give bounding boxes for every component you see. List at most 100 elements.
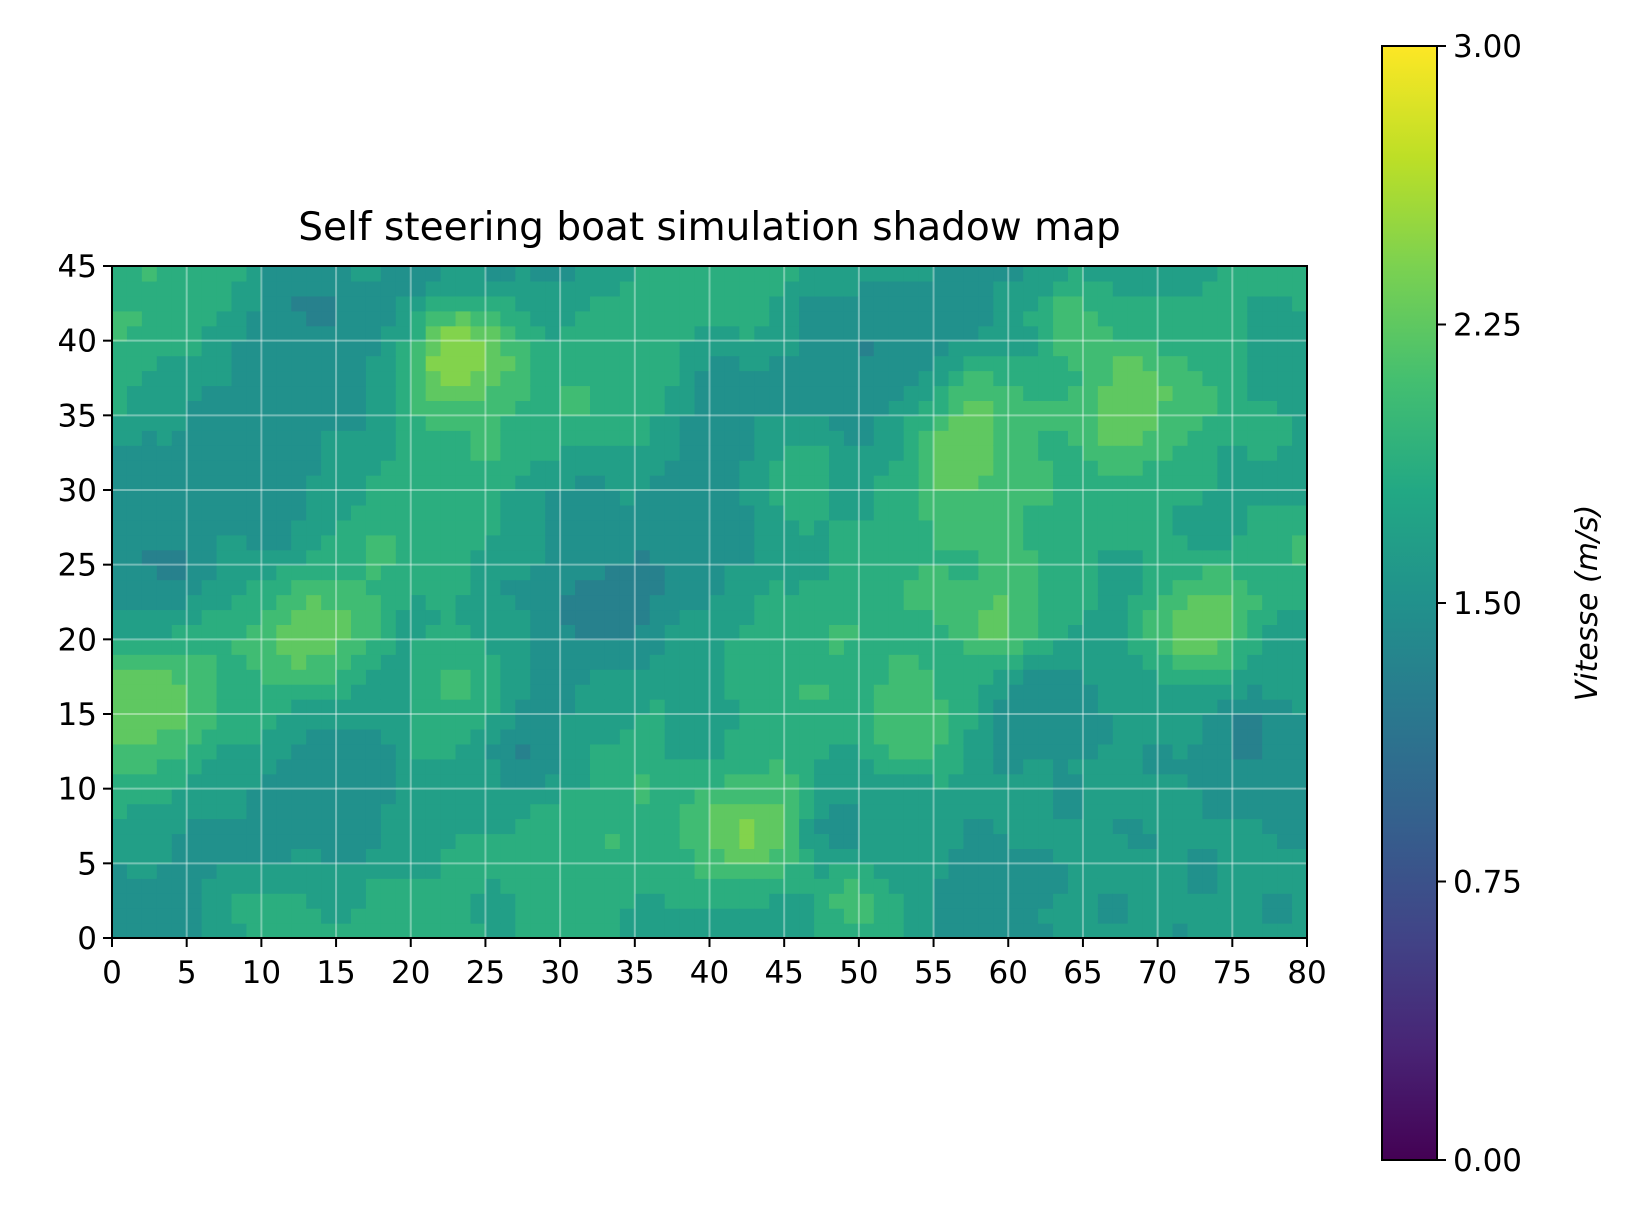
heatmap-cell <box>1082 445 1099 461</box>
heatmap-cell <box>903 878 920 894</box>
heatmap-cell <box>634 773 651 790</box>
heatmap-cell <box>754 534 770 551</box>
heatmap-cell <box>1172 400 1189 416</box>
heatmap-cell <box>843 475 860 491</box>
heatmap-cell <box>1097 325 1114 342</box>
heatmap-cell <box>1217 863 1233 879</box>
heatmap-cell <box>918 684 935 700</box>
heatmap-cell <box>754 504 770 521</box>
heatmap-cell <box>888 878 905 894</box>
heatmap-cell <box>455 504 472 521</box>
heatmap-cell <box>1082 773 1099 790</box>
heatmap-cell <box>679 549 696 566</box>
heatmap-cell <box>500 833 516 849</box>
heatmap-cell <box>276 310 292 327</box>
heatmap-cell <box>1157 639 1174 655</box>
heatmap-cell <box>1023 878 1039 894</box>
heatmap-cell <box>1068 758 1084 775</box>
heatmap-cell <box>619 400 636 416</box>
heatmap-cell <box>649 579 666 596</box>
heatmap-cell <box>709 714 726 730</box>
heatmap-cell <box>948 818 965 835</box>
heatmap-cell <box>724 743 740 760</box>
heatmap-cell <box>694 355 711 372</box>
heatmap-cell <box>1097 818 1114 835</box>
heatmap-cell <box>963 534 979 551</box>
heatmap-cell <box>1262 549 1278 566</box>
heatmap-cell <box>575 325 591 342</box>
heatmap-cell <box>784 609 800 625</box>
heatmap-cell <box>784 295 800 312</box>
heatmap-cell <box>1247 923 1263 938</box>
heatmap-cell <box>634 609 651 625</box>
heatmap-cell <box>485 534 501 551</box>
heatmap-cell <box>1277 908 1293 924</box>
heatmap-cell <box>590 310 606 327</box>
heatmap-cell <box>1277 370 1293 387</box>
heatmap-cell <box>948 923 965 938</box>
heatmap-cell <box>1008 669 1024 685</box>
heatmap-cell <box>604 564 621 581</box>
heatmap-cell <box>858 475 875 491</box>
heatmap-cell <box>530 833 546 849</box>
heatmap-cell <box>321 773 337 790</box>
heatmap-cell <box>604 833 621 849</box>
heatmap-cell <box>351 773 367 790</box>
heatmap-cell <box>246 863 262 879</box>
heatmap-cell <box>724 863 740 879</box>
heatmap-cell <box>769 564 785 581</box>
heatmap-cell <box>814 504 830 521</box>
heatmap-cell <box>530 773 546 790</box>
heatmap-cell <box>515 295 531 312</box>
heatmap-cell <box>739 504 755 521</box>
heatmap-cell <box>246 624 262 640</box>
heatmap-cell <box>873 923 890 938</box>
heatmap-cell <box>858 639 875 655</box>
heatmap-cell <box>560 758 576 775</box>
heatmap-cell <box>575 490 591 506</box>
heatmap-cell <box>649 848 666 864</box>
heatmap-cell <box>351 579 367 596</box>
heatmap-cell <box>470 669 487 685</box>
heatmap-cell <box>1053 743 1069 760</box>
heatmap-cell <box>799 564 815 581</box>
heatmap-cell <box>1292 773 1307 790</box>
heatmap-cell <box>395 773 412 790</box>
heatmap-cell <box>1038 475 1054 491</box>
heatmap-cell <box>186 788 203 805</box>
heatmap-cell <box>1053 878 1069 894</box>
heatmap-cell <box>261 549 277 566</box>
heatmap-cell <box>246 400 262 416</box>
heatmap-cell <box>126 893 143 909</box>
heatmap-cell <box>873 758 890 775</box>
heatmap-cell <box>664 549 681 566</box>
heatmap-cell <box>694 460 711 476</box>
heatmap-cell <box>769 654 785 670</box>
heatmap-cell <box>321 788 337 805</box>
heatmap-cell <box>216 295 233 312</box>
heatmap-cell <box>1097 758 1114 775</box>
heatmap-cell <box>799 788 815 805</box>
heatmap-cell <box>291 669 307 685</box>
heatmap-cell <box>246 445 262 461</box>
heatmap-cell <box>545 295 561 312</box>
heatmap-cell <box>306 460 322 476</box>
heatmap-cell <box>575 549 591 566</box>
heatmap-cell <box>873 400 890 416</box>
heatmap-cell <box>440 848 457 864</box>
heatmap-cell <box>1068 833 1084 849</box>
heatmap-cell <box>1082 714 1099 730</box>
heatmap-cell <box>380 519 397 536</box>
heatmap-cell <box>829 773 845 790</box>
heatmap-cell <box>1023 863 1039 879</box>
heatmap-cell <box>216 669 233 685</box>
heatmap-cell <box>231 415 248 431</box>
heatmap-cell <box>888 743 905 760</box>
heatmap-cell <box>1112 833 1129 849</box>
heatmap-cell <box>1068 549 1084 566</box>
heatmap-cell <box>799 624 815 640</box>
heatmap-cell <box>1023 908 1039 924</box>
heatmap-cell <box>903 743 920 760</box>
heatmap-cell <box>1127 684 1144 700</box>
heatmap-cell <box>1142 878 1159 894</box>
